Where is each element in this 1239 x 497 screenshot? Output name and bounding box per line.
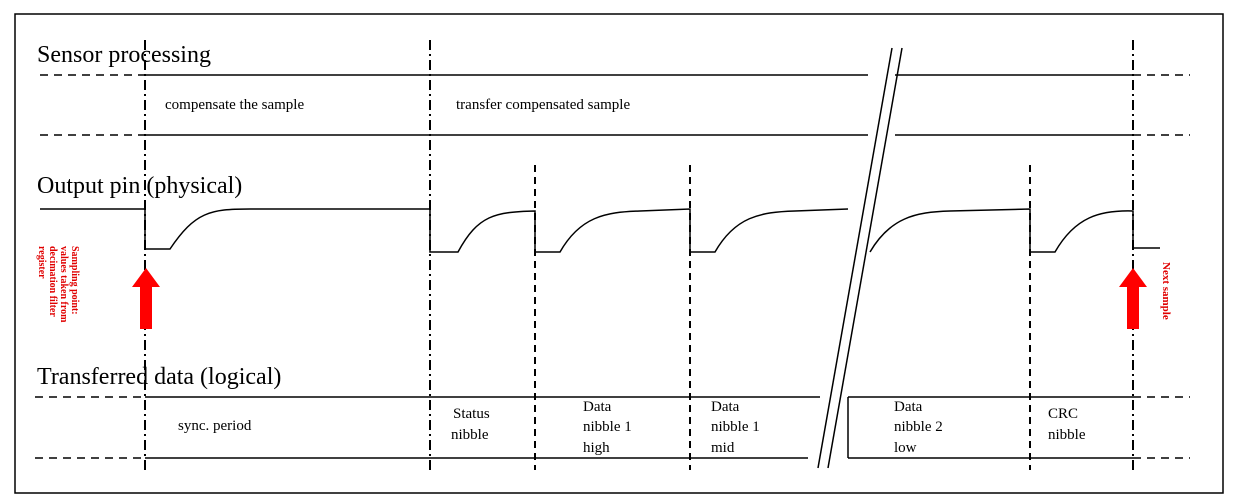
data-nibble2-low-label: Data nibble 2 low [894,399,947,456]
time-separators [144,40,1134,470]
crc-nibble-label: CRC nibble [1048,406,1086,443]
transferred-data-band [35,396,1190,459]
sampling-point-annotation: Sampling point: values taken from decima… [36,246,80,325]
compensate-sample-label: compensate the sample [165,97,304,113]
output-waveform [40,208,1160,253]
transferred-data-title: Transferred data (logical) [37,364,281,390]
next-sample-arrow [1119,268,1147,329]
data-nibble1-high-label: Data nibble 1 high [583,399,636,456]
sampling-point-arrow [132,268,160,329]
output-pin-title: Output pin (physical) [37,173,242,199]
sensor-processing-title: Sensor processing [37,42,211,68]
sensor-processing-band [40,74,1190,136]
diagram-frame [14,13,1224,494]
data-nibble1-mid-label: Data nibble 1 mid [711,399,764,456]
sync-period-label: sync. period [178,418,252,434]
transfer-sample-label: transfer compensated sample [456,97,630,113]
time-break-mark [817,47,903,469]
status-nibble-label: Status nibble [451,406,493,443]
next-sample-annotation: Next sample [1160,262,1172,320]
